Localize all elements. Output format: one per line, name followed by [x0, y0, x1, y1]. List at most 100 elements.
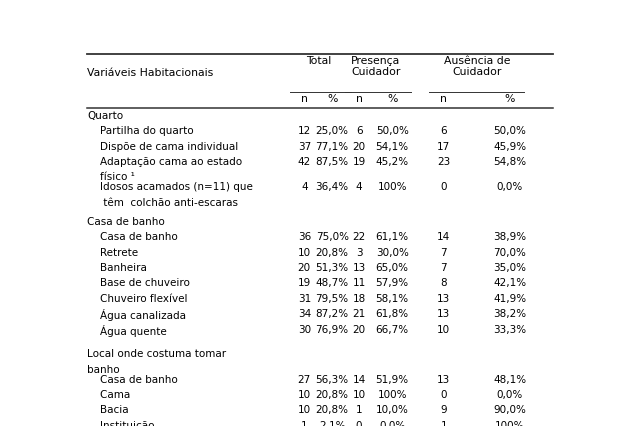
Text: 14: 14 [437, 232, 450, 242]
Text: Quarto: Quarto [87, 111, 123, 121]
Text: Casa de banho: Casa de banho [87, 232, 178, 242]
Text: 87,2%: 87,2% [316, 309, 348, 319]
Text: Água quente: Água quente [87, 325, 167, 337]
Text: 65,0%: 65,0% [376, 263, 409, 273]
Text: Chuveiro flexível: Chuveiro flexível [87, 294, 188, 304]
Text: 11: 11 [352, 279, 366, 288]
Text: Casa de banho: Casa de banho [87, 217, 165, 227]
Text: Água canalizada: Água canalizada [87, 309, 186, 321]
Text: 8: 8 [440, 279, 447, 288]
Text: 54,8%: 54,8% [494, 157, 526, 167]
Text: 100%: 100% [495, 421, 525, 426]
Text: Banheira: Banheira [87, 263, 147, 273]
Text: 66,7%: 66,7% [376, 325, 409, 335]
Text: 45,2%: 45,2% [376, 157, 409, 167]
Text: 19: 19 [352, 157, 366, 167]
Text: 17: 17 [437, 142, 450, 152]
Text: 77,1%: 77,1% [316, 142, 348, 152]
Text: 41,9%: 41,9% [494, 294, 526, 304]
Text: 0,0%: 0,0% [379, 421, 405, 426]
Text: 42,1%: 42,1% [494, 279, 526, 288]
Text: 22: 22 [352, 232, 366, 242]
Text: 2,1%: 2,1% [319, 421, 345, 426]
Text: 27: 27 [298, 374, 311, 385]
Text: 48,1%: 48,1% [494, 374, 526, 385]
Text: Instituição: Instituição [87, 421, 154, 426]
Text: 45,9%: 45,9% [494, 142, 526, 152]
Text: 20: 20 [353, 142, 366, 152]
Text: 76,9%: 76,9% [316, 325, 348, 335]
Text: 31: 31 [298, 294, 311, 304]
Text: Idosos acamados (n=11) que: Idosos acamados (n=11) que [87, 182, 253, 192]
Text: 20: 20 [353, 325, 366, 335]
Text: n: n [301, 94, 308, 104]
Text: 58,1%: 58,1% [376, 294, 409, 304]
Text: Local onde costuma tomar: Local onde costuma tomar [87, 349, 226, 359]
Text: 10: 10 [298, 390, 311, 400]
Text: 33,3%: 33,3% [494, 325, 526, 335]
Text: banho: banho [87, 365, 120, 375]
Text: 9: 9 [440, 406, 447, 415]
Text: 13: 13 [352, 263, 366, 273]
Text: 61,1%: 61,1% [376, 232, 409, 242]
Text: 20,8%: 20,8% [316, 406, 348, 415]
Text: Total: Total [306, 56, 331, 66]
Text: 56,3%: 56,3% [316, 374, 348, 385]
Text: 0: 0 [356, 421, 362, 426]
Text: 13: 13 [437, 374, 450, 385]
Text: 6: 6 [440, 126, 447, 136]
Text: 20,8%: 20,8% [316, 248, 348, 258]
Text: 37: 37 [298, 142, 311, 152]
Text: 10: 10 [437, 325, 450, 335]
Text: 10: 10 [298, 406, 311, 415]
Text: 13: 13 [437, 294, 450, 304]
Text: 13: 13 [437, 309, 450, 319]
Text: Adaptação cama ao estado: Adaptação cama ao estado [87, 157, 242, 167]
Text: 0,0%: 0,0% [497, 182, 523, 192]
Text: 90,0%: 90,0% [494, 406, 526, 415]
Text: Presença
Cuidador: Presença Cuidador [351, 56, 401, 77]
Text: Casa de banho: Casa de banho [87, 374, 178, 385]
Text: 70,0%: 70,0% [494, 248, 526, 258]
Text: 36,4%: 36,4% [316, 182, 348, 192]
Text: Retrete: Retrete [87, 248, 138, 258]
Text: 23: 23 [437, 157, 450, 167]
Text: 51,3%: 51,3% [316, 263, 348, 273]
Text: Base de chuveiro: Base de chuveiro [87, 279, 190, 288]
Text: 30,0%: 30,0% [376, 248, 409, 258]
Text: Bacia: Bacia [87, 406, 129, 415]
Text: 0: 0 [440, 390, 447, 400]
Text: 7: 7 [440, 263, 447, 273]
Text: 1: 1 [301, 421, 308, 426]
Text: 48,7%: 48,7% [316, 279, 348, 288]
Text: Partilha do quarto: Partilha do quarto [87, 126, 193, 136]
Text: %: % [505, 94, 515, 104]
Text: Cama: Cama [87, 390, 130, 400]
Text: 87,5%: 87,5% [316, 157, 348, 167]
Text: %: % [387, 94, 397, 104]
Text: n: n [356, 94, 363, 104]
Text: 1: 1 [356, 406, 362, 415]
Text: 61,8%: 61,8% [376, 309, 409, 319]
Text: têm  colchão anti-escaras: têm colchão anti-escaras [87, 198, 238, 208]
Text: Dispõe de cama individual: Dispõe de cama individual [87, 142, 238, 152]
Text: 100%: 100% [378, 390, 407, 400]
Text: 38,2%: 38,2% [494, 309, 526, 319]
Text: 19: 19 [298, 279, 311, 288]
Text: 4: 4 [356, 182, 362, 192]
Text: %: % [327, 94, 337, 104]
Text: 12: 12 [298, 126, 311, 136]
Text: 18: 18 [352, 294, 366, 304]
Text: 42: 42 [298, 157, 311, 167]
Text: 0: 0 [440, 182, 447, 192]
Text: físico ¹: físico ¹ [87, 173, 135, 182]
Text: n: n [440, 94, 447, 104]
Text: 6: 6 [356, 126, 362, 136]
Text: 21: 21 [352, 309, 366, 319]
Text: 79,5%: 79,5% [316, 294, 348, 304]
Text: 3: 3 [356, 248, 362, 258]
Text: 34: 34 [298, 309, 311, 319]
Text: 36: 36 [298, 232, 311, 242]
Text: Ausência de
Cuidador: Ausência de Cuidador [443, 56, 510, 77]
Text: 30: 30 [298, 325, 311, 335]
